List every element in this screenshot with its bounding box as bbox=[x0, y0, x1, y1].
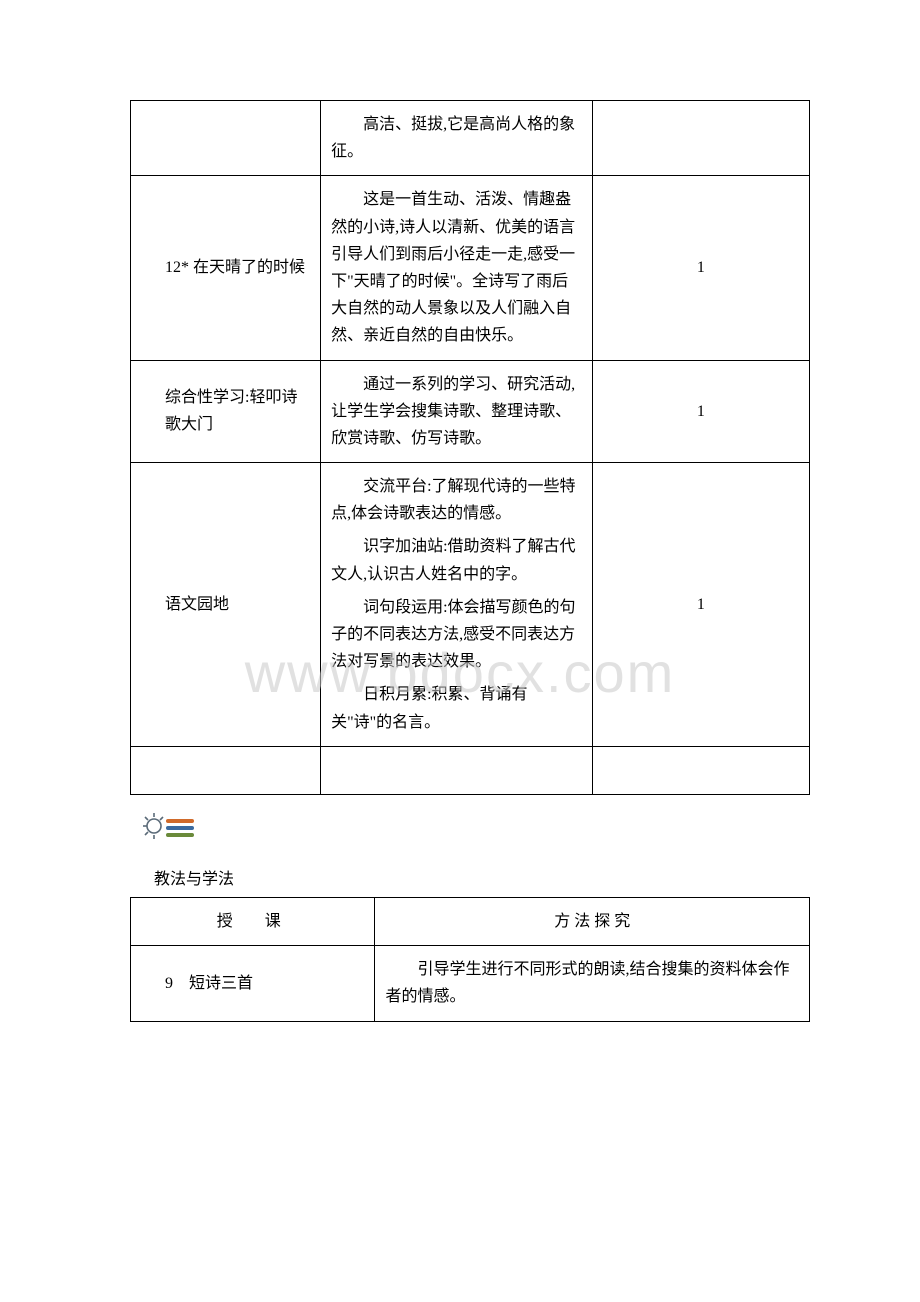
lesson-desc-cell: 这是一首生动、活泼、情趣盎然的小诗,诗人以清新、优美的语言引导人们到雨后小径走一… bbox=[321, 176, 593, 360]
header-cell-lesson: 授 课 bbox=[131, 897, 375, 945]
lesson-hours-cell bbox=[592, 746, 809, 794]
lesson-desc-cell: 交流平台:了解现代诗的一些特点,体会诗歌表达的情感。识字加油站:借助资料了解古代… bbox=[321, 463, 593, 747]
lesson-title-cell: 综合性学习:轻叩诗歌大门 bbox=[131, 360, 321, 463]
table-row: 12* 在天晴了的时候这是一首生动、活泼、情趣盎然的小诗,诗人以清新、优美的语言… bbox=[131, 176, 810, 360]
method-cell: 引导学生进行不同形式的朗读,结合搜集的资料体会作者的情感。 bbox=[375, 946, 810, 1021]
lesson-title-cell bbox=[131, 746, 321, 794]
lesson-desc-cell bbox=[321, 746, 593, 794]
content-table: 高洁、挺拔,它是高尚人格的象征。12* 在天晴了的时候这是一首生动、活泼、情趣盎… bbox=[130, 100, 810, 795]
section-label: 教法与学法 bbox=[154, 865, 810, 889]
table-row: 9 短诗三首引导学生进行不同形式的朗读,结合搜集的资料体会作者的情感。 bbox=[131, 946, 810, 1021]
lesson-hours-cell: 1 bbox=[592, 463, 809, 747]
lesson-hours-cell: 1 bbox=[592, 360, 809, 463]
table-row bbox=[131, 746, 810, 794]
lesson-cell: 9 短诗三首 bbox=[131, 946, 375, 1021]
header-cell-method: 方 法 探 究 bbox=[375, 897, 810, 945]
lesson-title-cell: 12* 在天晴了的时候 bbox=[131, 176, 321, 360]
lesson-hours-cell bbox=[592, 101, 809, 176]
lesson-title-cell: 语文园地 bbox=[131, 463, 321, 747]
table-row: 综合性学习:轻叩诗歌大门通过一系列的学习、研究活动,让学生学会搜集诗歌、整理诗歌… bbox=[131, 360, 810, 463]
table-row: 高洁、挺拔,它是高尚人格的象征。 bbox=[131, 101, 810, 176]
section-icon bbox=[140, 809, 198, 845]
lesson-desc-cell: 高洁、挺拔,它是高尚人格的象征。 bbox=[321, 101, 593, 176]
table-header-row: 授 课 方 法 探 究 bbox=[131, 897, 810, 945]
lesson-hours-cell: 1 bbox=[592, 176, 809, 360]
method-table: 授 课 方 法 探 究 9 短诗三首引导学生进行不同形式的朗读,结合搜集的资料体… bbox=[130, 897, 810, 1022]
table-row: 语文园地交流平台:了解现代诗的一些特点,体会诗歌表达的情感。识字加油站:借助资料… bbox=[131, 463, 810, 747]
lesson-title-cell bbox=[131, 101, 321, 176]
lesson-desc-cell: 通过一系列的学习、研究活动,让学生学会搜集诗歌、整理诗歌、欣赏诗歌、仿写诗歌。 bbox=[321, 360, 593, 463]
